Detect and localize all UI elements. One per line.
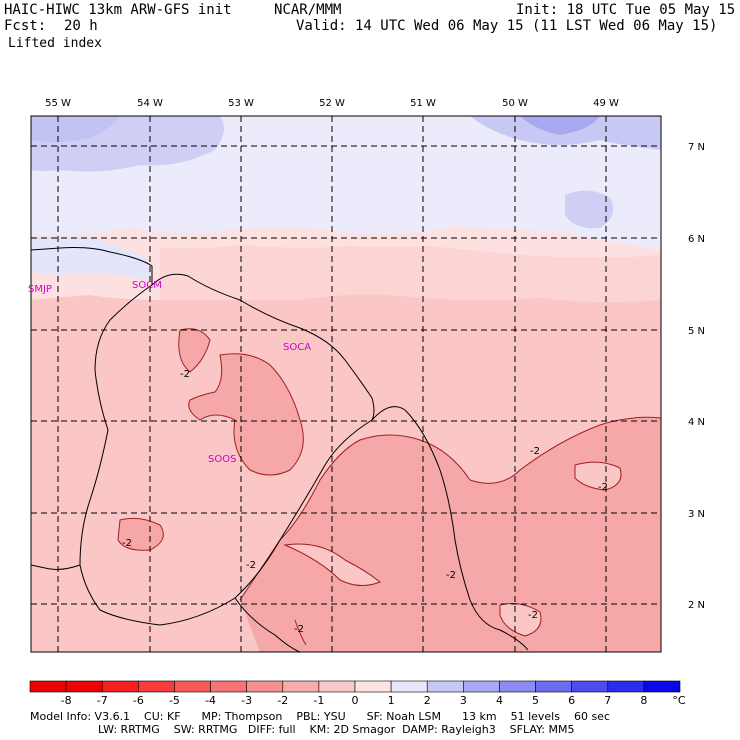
colorbar-swatch (101, 680, 139, 693)
colorbar-tick-label: 5 (532, 694, 540, 707)
lat-label: 2 N (688, 600, 705, 611)
colorbar-swatch (65, 680, 103, 693)
lat-label: 6 N (688, 234, 705, 245)
lon-label: 54 W (137, 98, 163, 109)
station-smjp: SMJP (28, 284, 52, 295)
station-soca: SOCA (283, 342, 311, 353)
colorbar-swatch (282, 680, 320, 693)
contour-label: -2 (446, 570, 456, 581)
contour-label: -2 (246, 560, 256, 571)
model-info-line1: Model Info: V3.6.1 CU: KF MP: Thompson P… (30, 710, 610, 723)
colorbar-tick-label: -3 (241, 694, 253, 707)
colorbar-swatch (499, 680, 536, 693)
contour-label: -2 (598, 482, 608, 493)
contour-label: -2 (180, 369, 190, 380)
colorbar-tick-label: -2 (277, 694, 289, 707)
colorbar-swatch (390, 680, 428, 693)
lat-label: 7 N (688, 142, 705, 153)
colorbar-tick-label: -5 (168, 694, 180, 707)
colorbar-swatch (354, 680, 392, 693)
colorbar-tick-label: 1 (387, 694, 395, 707)
colorbar-tick-label: 8 (640, 694, 648, 707)
coastline-borders (31, 247, 529, 652)
lat-label: 4 N (688, 417, 705, 428)
colorbar-swatch (29, 680, 67, 693)
station-socm: SOCM (132, 280, 162, 291)
colorbar-tick-label: -7 (96, 694, 108, 707)
lifted-index-contours (117, 328, 661, 646)
colorbar-swatch (210, 680, 247, 693)
colorbar-swatch (607, 680, 645, 693)
contour-label: -2 (530, 446, 540, 457)
colorbar-unit: °C (672, 694, 686, 707)
colorbar-swatch (463, 680, 500, 693)
lon-label: 50 W (502, 98, 528, 109)
colorbar-swatch (535, 680, 572, 693)
contour-label: -2 (294, 624, 304, 635)
lat-label: 5 N (688, 326, 705, 337)
colorbar-swatch (138, 680, 175, 693)
shaded-field (31, 116, 661, 652)
map-frame (30, 115, 662, 653)
lon-label: 55 W (45, 98, 71, 109)
colorbar-swatch (643, 680, 681, 693)
lon-label: 53 W (228, 98, 254, 109)
colorbar-swatch (571, 680, 609, 693)
colorbar-tick-label: -6 (132, 694, 144, 707)
colorbar-tick-label: -4 (205, 694, 217, 707)
colorbar-tick-label: 2 (423, 694, 431, 707)
lon-label: 52 W (319, 98, 345, 109)
colorbar-tick-label: 4 (495, 694, 503, 707)
station-soos: SOOS (208, 454, 236, 465)
colorbar (29, 680, 681, 693)
model-title: HAIC-HIWC 13km ARW-GFS init (4, 2, 232, 18)
init-time: Init: 18 UTC Tue 05 May 15 (516, 2, 736, 18)
colorbar-tick-label: 0 (351, 694, 359, 707)
valid-time: Valid: 14 UTC Wed 06 May 15 (11 LST Wed … (296, 18, 718, 34)
colorbar-tick-label: 7 (604, 694, 612, 707)
colorbar-swatch (246, 680, 284, 693)
org-label: NCAR/MMM (274, 2, 342, 18)
lat-label: 3 N (688, 509, 705, 520)
model-info-line2: LW: RRTMG SW: RRTMG DIFF: full KM: 2D Sm… (98, 723, 575, 736)
colorbar-tick-label: 6 (568, 694, 576, 707)
stations: SMJP SOCM SOCA SOOS (28, 280, 311, 465)
lon-labels: 55 W 54 W 53 W 52 W 51 W 50 W 49 W (45, 98, 619, 109)
lon-label: 51 W (410, 98, 436, 109)
colorbar-swatch (174, 680, 211, 693)
fcst-label: Fcst: (4, 18, 47, 34)
lat-lon-grid (31, 116, 661, 652)
fcst-value: 20 h (64, 18, 98, 34)
lon-label: 49 W (593, 98, 619, 109)
contour-label: -2 (122, 538, 132, 549)
colorbar-swatch (426, 680, 464, 693)
lat-labels: 7 N 6 N 5 N 4 N 3 N 2 N (688, 142, 705, 611)
colorbar-tick-label: 3 (459, 694, 467, 707)
colorbar-swatch (318, 680, 356, 693)
field-name: Lifted index (8, 36, 102, 51)
colorbar-tick-label: -8 (60, 694, 72, 707)
colorbar-tick-label: -1 (313, 694, 325, 707)
contour-labels: -2 -2 -2 -2 -2 -2 -2 -2 (122, 369, 608, 635)
contour-label: -2 (528, 610, 538, 621)
